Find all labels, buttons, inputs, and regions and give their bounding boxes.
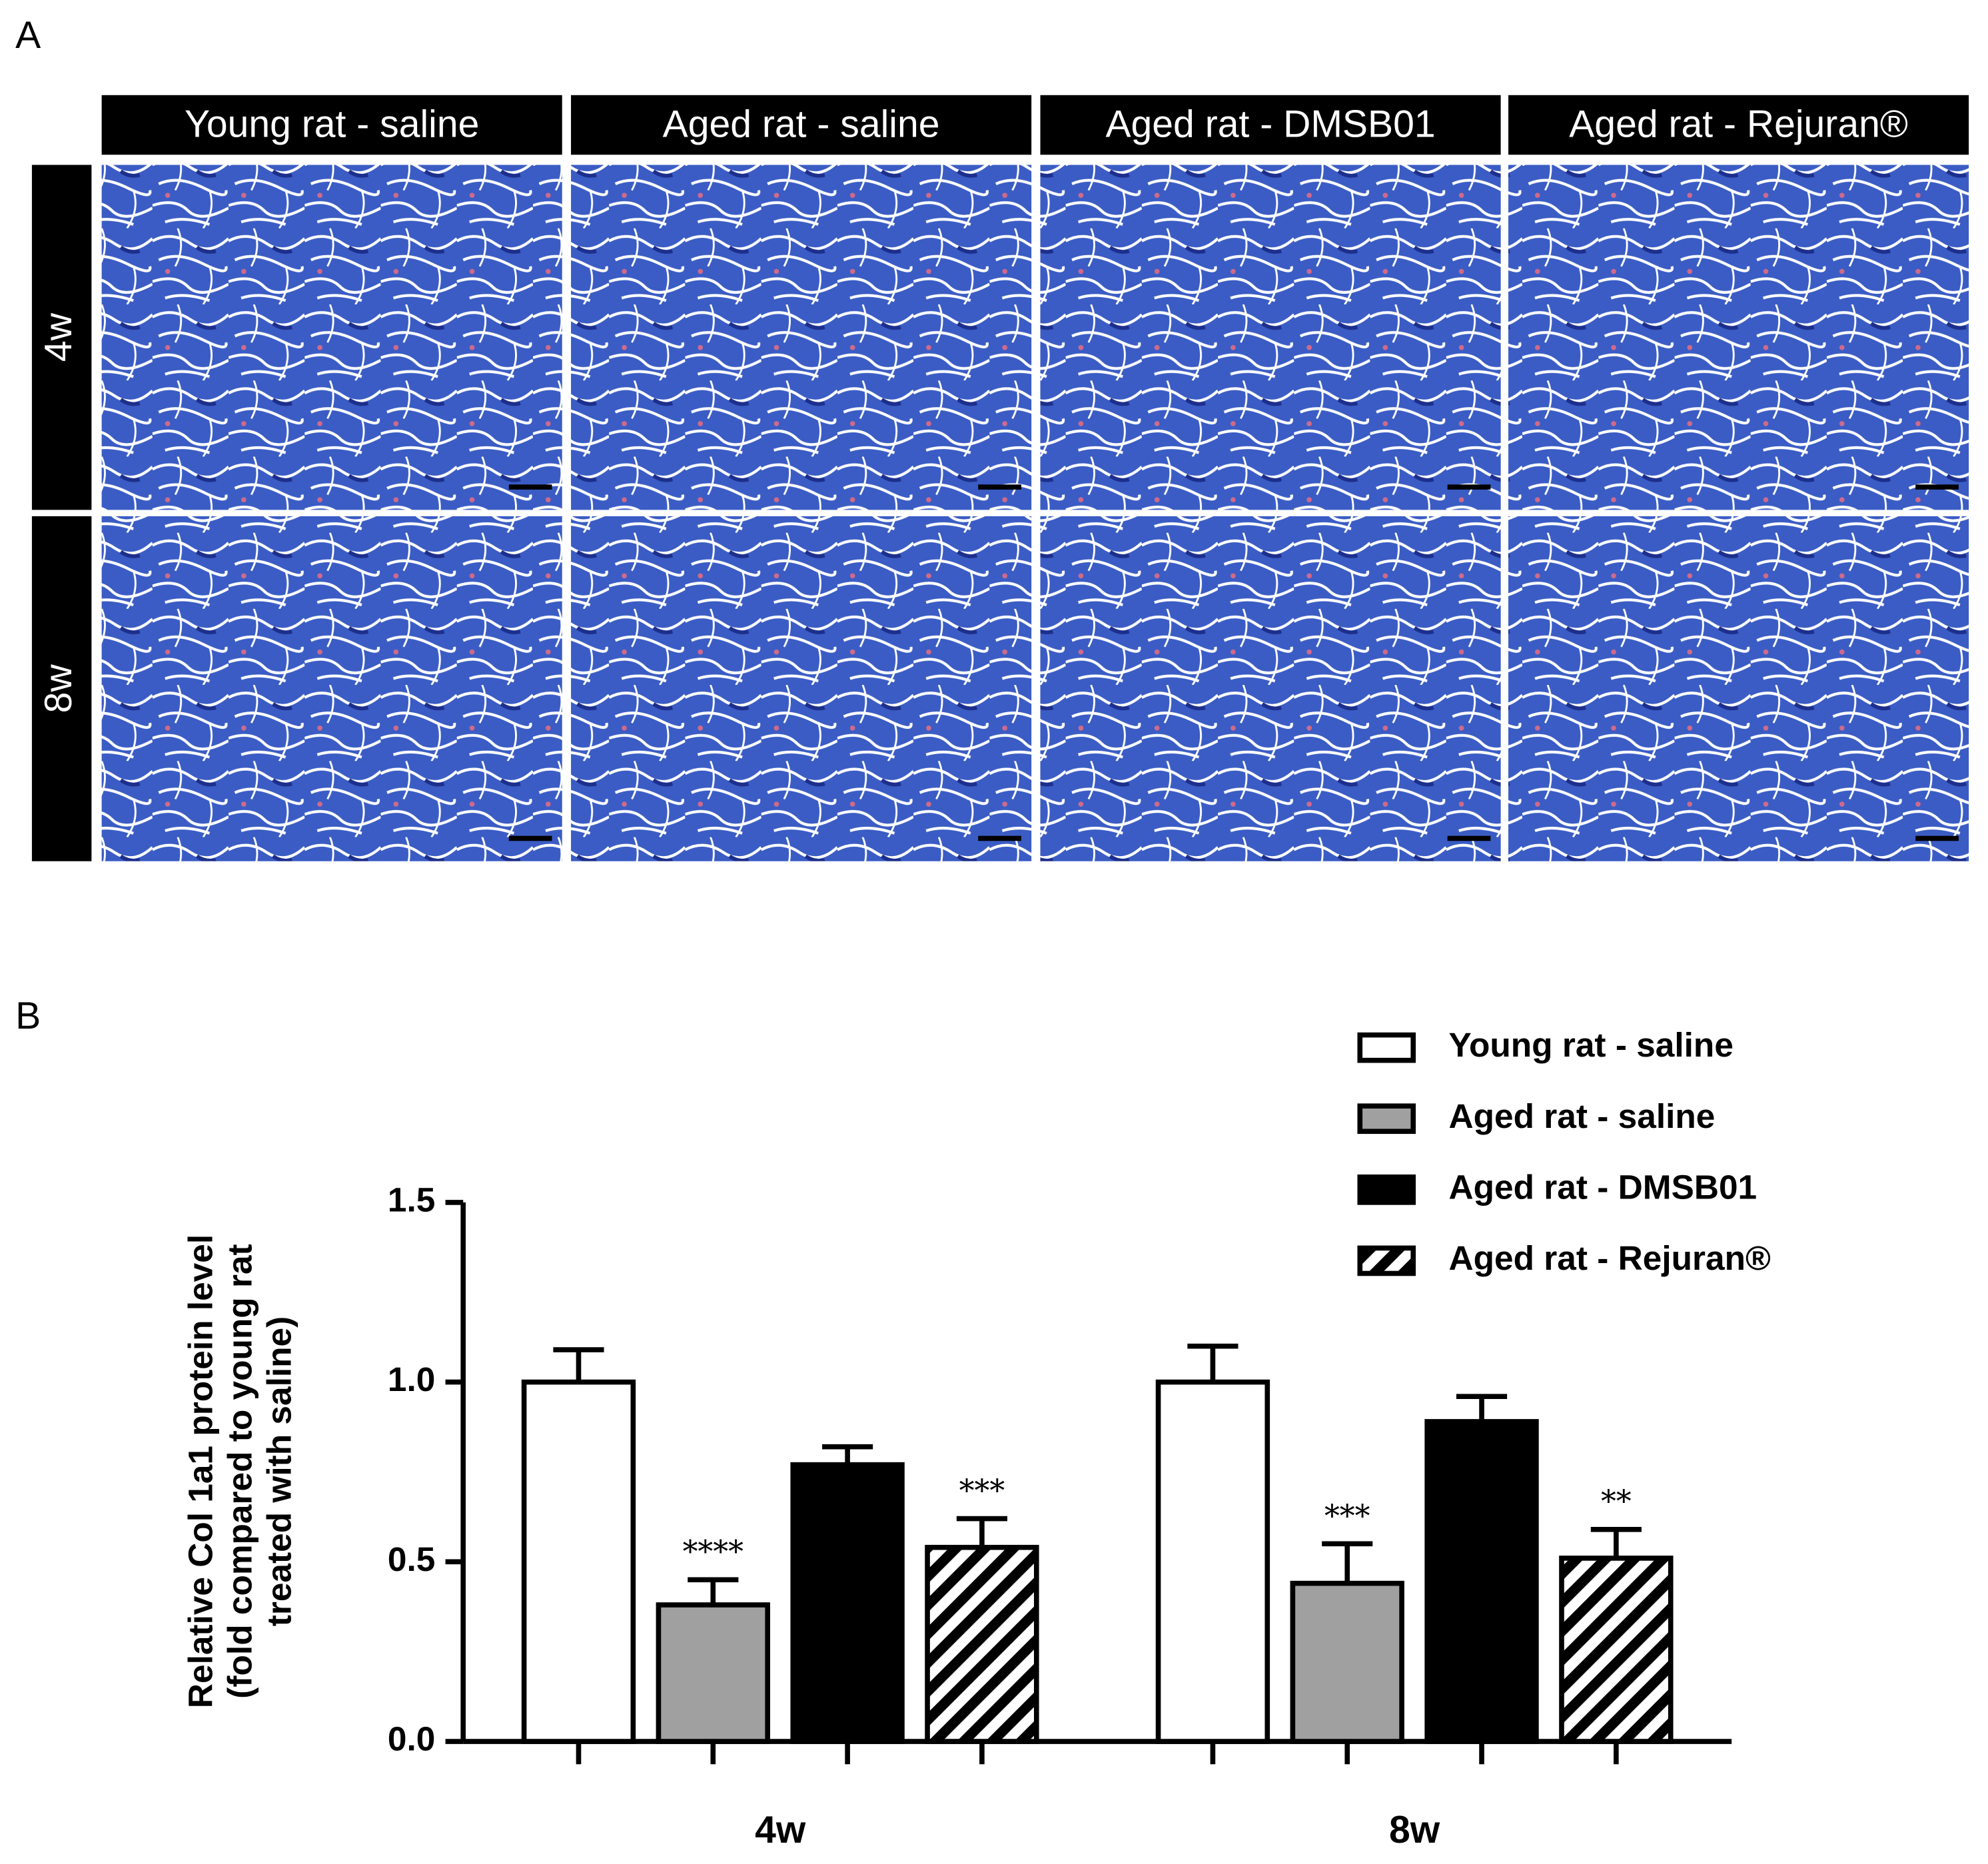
histology-image <box>571 165 1032 510</box>
histology-image <box>1508 165 1969 510</box>
scale-bar <box>978 484 1021 490</box>
scale-bar <box>1447 484 1491 490</box>
y-tick-label: 1.0 <box>388 1360 435 1398</box>
legend-swatch <box>1357 1103 1416 1135</box>
significance-label: *** <box>1324 1498 1370 1534</box>
histology-image <box>101 165 562 510</box>
row-header <box>31 165 92 510</box>
scale-bar <box>508 484 552 490</box>
panel-b: 0.0 0.5 1.0 1.5 Relative Col 1a1 protein lev… <box>181 1025 1771 1851</box>
x-tick-label: 4w <box>755 1809 806 1851</box>
legend-swatch <box>1357 1032 1416 1063</box>
bar <box>925 1544 1039 1744</box>
y-axis-label: treated with saline) <box>260 1316 298 1626</box>
scale-bar <box>508 835 552 841</box>
scale-bar <box>1447 835 1491 841</box>
legend-label: Aged rat - saline <box>1449 1097 1716 1135</box>
bar <box>1424 1419 1539 1744</box>
column-title: Aged rat - DMSB01 <box>1105 103 1435 145</box>
histology-image <box>101 516 562 861</box>
panel-label: A <box>15 14 41 57</box>
histology-image <box>1508 516 1969 861</box>
legend-swatch <box>1357 1245 1416 1276</box>
y-tick-label: 0.0 <box>388 1719 435 1758</box>
histology-image <box>1040 516 1501 861</box>
column-title: Young rat - saline <box>185 103 479 145</box>
significance-label: *** <box>959 1473 1005 1508</box>
column-title: Aged rat - saline <box>663 103 940 145</box>
y-axis-label: Relative Col 1a1 protein level <box>181 1234 220 1708</box>
bar <box>656 1602 770 1744</box>
column-header <box>1040 95 1501 155</box>
bar <box>1559 1556 1674 1744</box>
bar <box>790 1462 905 1744</box>
bar <box>1290 1580 1404 1744</box>
histology-image <box>1040 165 1501 510</box>
row-title: 4w <box>37 312 80 362</box>
legend-label: Aged rat - DMSB01 <box>1449 1167 1757 1206</box>
panel-label: B <box>15 995 41 1037</box>
scale-bar <box>1915 484 1959 490</box>
row-header <box>31 516 92 861</box>
significance-label: **** <box>683 1534 744 1570</box>
panel-a: Young rat - saline Aged rat - saline Aged … <box>31 95 1969 861</box>
column-header <box>1508 95 1969 155</box>
y-axis-label: (fold compared to young rat <box>221 1244 259 1698</box>
scale-bar <box>978 835 1021 841</box>
x-tick-label: 8w <box>1389 1809 1440 1851</box>
legend-label: Aged rat - Rejuran® <box>1449 1238 1771 1277</box>
scale-bar <box>1915 835 1959 841</box>
column-header <box>101 95 562 155</box>
column-header <box>571 95 1032 155</box>
y-tick-label: 1.5 <box>388 1180 435 1218</box>
significance-label: ** <box>1601 1484 1632 1519</box>
bar <box>1155 1379 1270 1744</box>
y-tick-label: 0.5 <box>388 1540 435 1578</box>
bar <box>521 1379 636 1744</box>
row-title: 8w <box>37 664 80 713</box>
column-title: Aged rat - Rejuran® <box>1569 103 1908 145</box>
legend-label: Young rat - saline <box>1449 1025 1734 1064</box>
legend-swatch <box>1357 1174 1416 1205</box>
histology-image <box>571 516 1032 861</box>
